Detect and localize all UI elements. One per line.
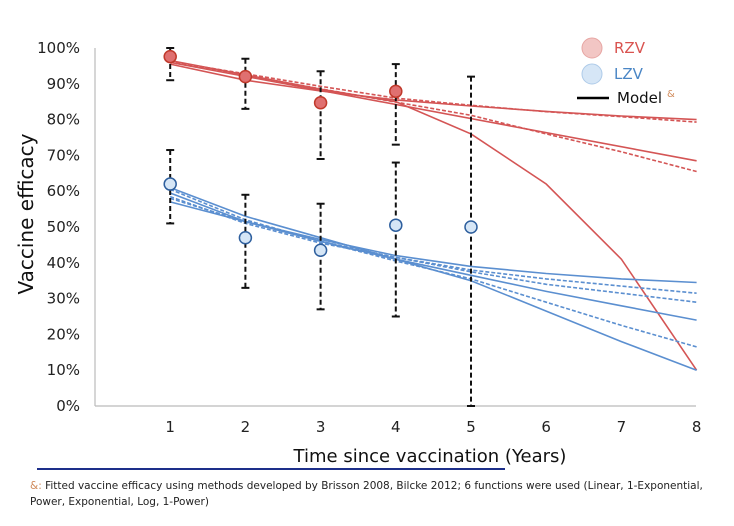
rzv-data-point xyxy=(389,84,403,99)
y-tick-label: 30% xyxy=(47,290,80,308)
y-tick-label: 20% xyxy=(47,325,80,343)
rzv-legend-marker xyxy=(581,37,603,59)
y-tick-label: 100% xyxy=(37,39,80,57)
rzv-model-curve xyxy=(170,59,698,371)
x-axis-title: Time since vaccination (Years) xyxy=(293,446,567,467)
y-tick-label: 70% xyxy=(47,146,80,164)
lzv-data-point xyxy=(464,220,478,234)
y-tick-label: 0% xyxy=(56,397,80,415)
x-tick-label: 3 xyxy=(316,418,326,436)
x-tick-label: 7 xyxy=(617,418,627,436)
lzv-data-point xyxy=(313,243,328,258)
x-tick-label: 8 xyxy=(692,418,702,436)
x-tick-label: 6 xyxy=(541,418,551,436)
lzv-legend-label: LZV xyxy=(614,65,644,83)
lzv-model-curve xyxy=(169,195,697,303)
x-tick-label: 2 xyxy=(241,418,251,436)
rzv-model-curve xyxy=(170,61,697,162)
x-tick-label: 1 xyxy=(165,418,175,436)
footnote-divider xyxy=(37,468,505,470)
lzv-model-curve xyxy=(169,188,697,348)
model-legend-label: Model xyxy=(617,89,662,107)
model-legend-superscript: & xyxy=(667,89,675,100)
y-tick-label: 40% xyxy=(47,254,80,272)
plot-area xyxy=(94,48,696,407)
x-tick-labels: 1 2 3 4 5 6 7 8 xyxy=(165,418,701,436)
footnote-text: Fitted vaccine efficacy using methods de… xyxy=(30,480,703,508)
footnote-marker: &: xyxy=(30,480,42,492)
lzv-model-curve xyxy=(169,201,697,284)
rzv-data-point xyxy=(238,69,253,84)
y-tick-label: 10% xyxy=(47,361,80,379)
x-tick-label: 4 xyxy=(391,418,401,436)
lzv-legend-marker xyxy=(581,63,603,85)
rzv-model-curve xyxy=(170,60,697,123)
y-tick-labels: 0% 10% 20% 30% 40% 50% 60% 70% 80% 90% 100% xyxy=(37,39,80,415)
y-axis-title: Vaccine efficacy xyxy=(14,133,38,294)
y-tick-label: 90% xyxy=(47,75,80,93)
efficacy-chart: 0% 10% 20% 30% 40% 50% 60% 70% 80% 90% 100% 1 2 3 4 5 6… xyxy=(14,37,701,467)
rzv-data-point xyxy=(313,96,328,110)
rzv-legend-label: RZV xyxy=(614,39,646,57)
y-tick-label: 60% xyxy=(47,182,80,200)
lzv-data-point xyxy=(238,230,253,245)
data-points xyxy=(163,49,478,258)
lzv-model-curve xyxy=(169,186,697,371)
rzv-model-curve xyxy=(170,61,697,173)
y-tick-label: 50% xyxy=(47,218,80,236)
legend: RZV LZV Model & xyxy=(577,37,675,107)
model-curves xyxy=(169,59,698,371)
rzv-data-point xyxy=(163,49,177,64)
y-tick-label: 80% xyxy=(47,111,80,129)
error-bars xyxy=(166,47,475,407)
rzv-model-curve xyxy=(170,63,697,121)
x-tick-label: 5 xyxy=(466,418,476,436)
lzv-data-point xyxy=(163,177,177,191)
lzv-data-point xyxy=(389,218,403,232)
footnote: &: Fitted vaccine efficacy using methods… xyxy=(30,478,720,510)
